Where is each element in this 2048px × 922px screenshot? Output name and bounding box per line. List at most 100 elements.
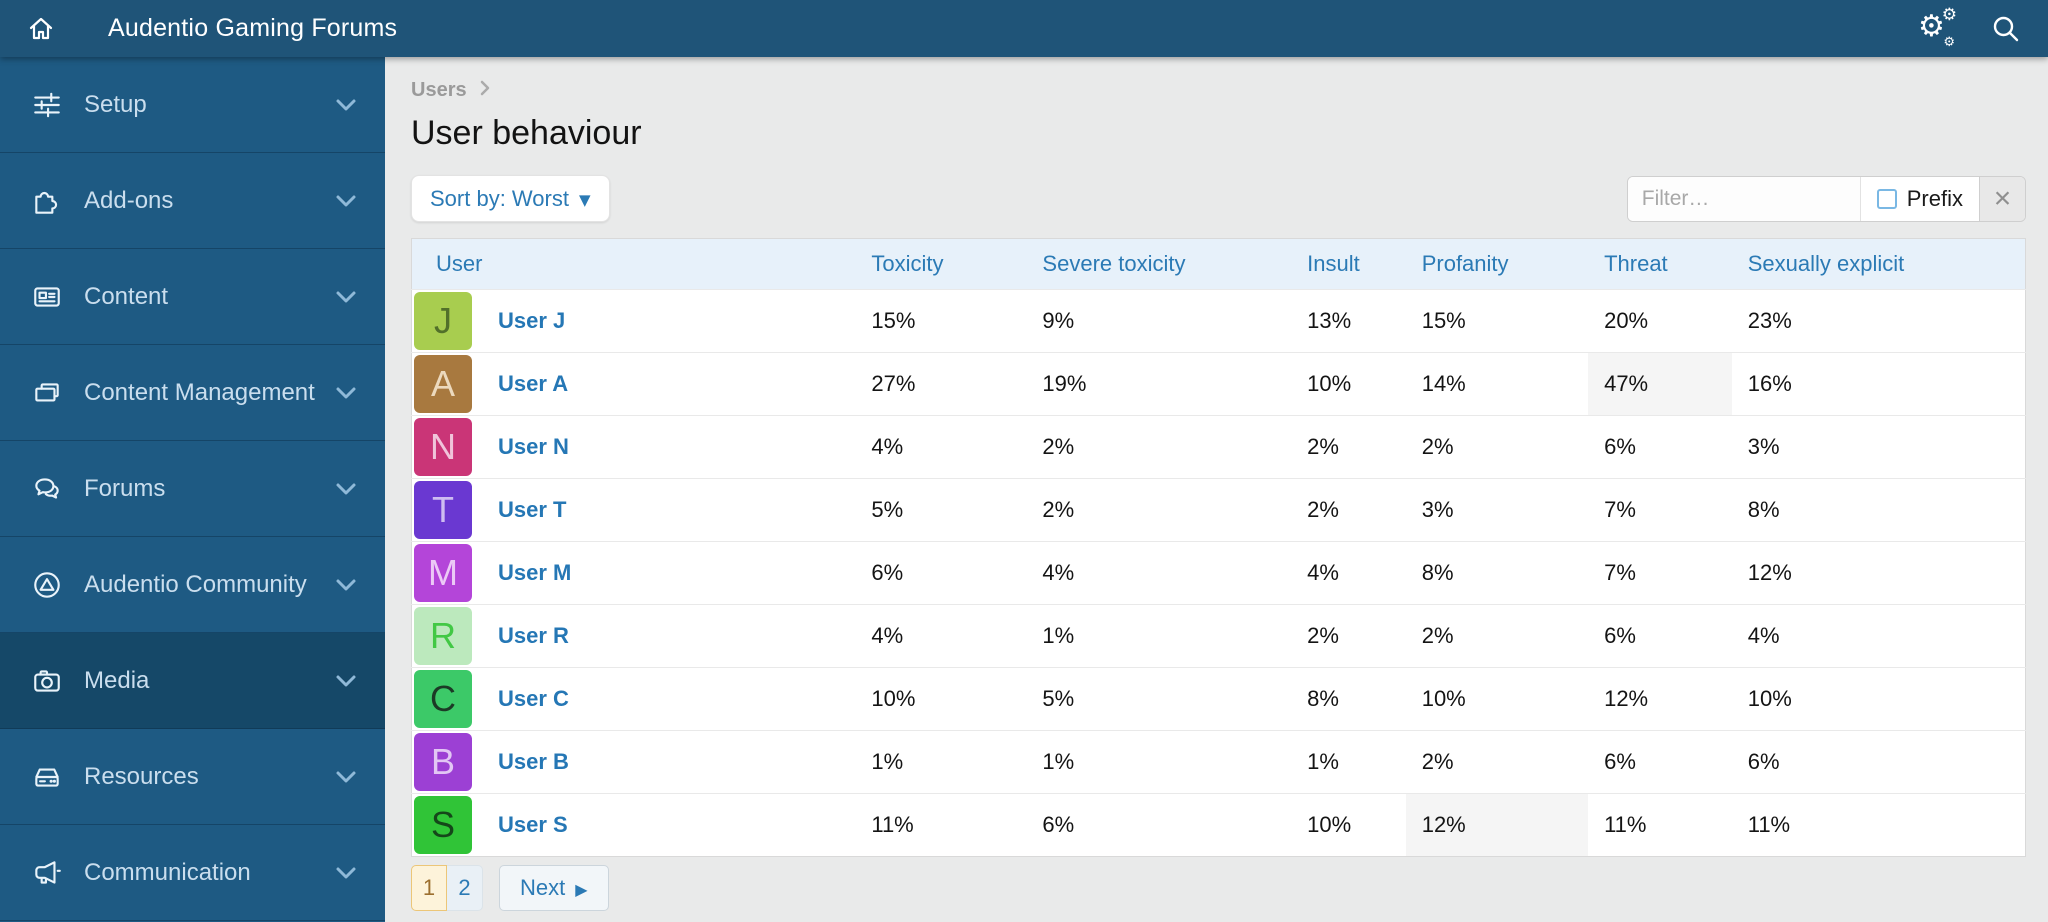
sidebar-item-content[interactable]: Content bbox=[0, 249, 385, 345]
sidebar-item-audentio-community[interactable]: Audentio Community bbox=[0, 537, 385, 633]
metric-cell: 11% bbox=[1604, 812, 1647, 837]
metric-cell: 12% bbox=[1747, 560, 1792, 585]
metric-cell: 4% bbox=[871, 434, 904, 459]
chevron-down-icon bbox=[335, 482, 357, 496]
search-icon[interactable] bbox=[1990, 13, 2022, 45]
filter-group: Prefix × bbox=[1626, 175, 2026, 222]
metric-cell: 10% bbox=[1307, 812, 1352, 837]
metric-cell: 8% bbox=[1307, 686, 1339, 711]
sidebar-item-media[interactable]: Media bbox=[0, 633, 385, 729]
filter-input[interactable] bbox=[1627, 176, 1860, 221]
chevron-down-icon bbox=[335, 194, 357, 208]
metric-cell: 1% bbox=[871, 749, 904, 774]
column-header-severe-toxicity: Severe toxicity bbox=[1026, 238, 1292, 290]
metric-cell: 4% bbox=[1307, 560, 1339, 585]
caret-down-icon: ▼ bbox=[578, 190, 591, 209]
user-link[interactable]: User A bbox=[498, 371, 569, 396]
user-avatar[interactable]: N bbox=[414, 418, 472, 476]
user-link[interactable]: User N bbox=[498, 434, 569, 459]
metric-cell: 6% bbox=[1604, 434, 1636, 459]
metric-cell: 6% bbox=[871, 560, 904, 585]
prefix-checkbox[interactable] bbox=[1876, 188, 1897, 209]
metric-cell: 12% bbox=[1604, 686, 1649, 711]
next-page-button[interactable]: Next ▶ bbox=[499, 865, 609, 911]
sidebar-item-resources[interactable]: Resources bbox=[0, 729, 385, 825]
metric-cell: 10% bbox=[1421, 686, 1466, 711]
megaphone-icon bbox=[30, 856, 70, 890]
column-header-toxicity: Toxicity bbox=[855, 238, 1027, 290]
metric-cell: 5% bbox=[1042, 686, 1075, 711]
page-button-2[interactable]: 2 bbox=[447, 865, 483, 911]
user-link[interactable]: User T bbox=[498, 497, 567, 522]
metric-cell: 2% bbox=[1421, 749, 1454, 774]
user-avatar[interactable]: R bbox=[414, 607, 472, 665]
metric-cell: 7% bbox=[1604, 560, 1636, 585]
page-button-1[interactable]: 1 bbox=[411, 865, 447, 911]
column-header-profanity: Profanity bbox=[1405, 238, 1589, 290]
user-link[interactable]: User S bbox=[498, 812, 568, 837]
sidebar-item-communication[interactable]: Communication bbox=[0, 825, 385, 921]
metric-cell: 12% bbox=[1405, 793, 1589, 857]
metric-cell: 6% bbox=[1747, 749, 1780, 774]
clear-filter-button[interactable]: × bbox=[1979, 176, 2025, 221]
metric-cell: 15% bbox=[1421, 308, 1466, 333]
table-row: B User B 1% 1% 1% 2% 6% 6% bbox=[411, 730, 2026, 794]
chevron-right-icon bbox=[479, 79, 491, 102]
table-row: C User C 10% 5% 8% 10% 12% 10% bbox=[411, 667, 2026, 731]
user-avatar[interactable]: A bbox=[414, 355, 472, 413]
user-avatar[interactable]: T bbox=[414, 481, 472, 539]
user-avatar[interactable]: M bbox=[414, 544, 472, 602]
camera-icon bbox=[30, 664, 70, 698]
metric-cell: 2% bbox=[1421, 434, 1454, 459]
user-link[interactable]: User C bbox=[498, 686, 569, 711]
user-link[interactable]: User M bbox=[498, 560, 572, 585]
chevron-down-icon bbox=[335, 290, 357, 304]
user-link[interactable]: User R bbox=[498, 623, 569, 648]
table-row: J User J 15% 9% 13% 15% 20% 23% bbox=[411, 289, 2026, 353]
user-avatar[interactable]: B bbox=[414, 733, 472, 791]
user-avatar[interactable]: J bbox=[414, 292, 472, 350]
metric-cell: 10% bbox=[1307, 371, 1352, 396]
newspaper-icon bbox=[30, 280, 70, 314]
user-avatar[interactable]: S bbox=[414, 796, 472, 854]
chevron-down-icon bbox=[335, 770, 357, 784]
metric-cell: 47% bbox=[1588, 352, 1732, 416]
triangle-circle-icon bbox=[30, 568, 70, 602]
sidebar-item-setup[interactable]: Setup bbox=[0, 57, 385, 153]
metric-cell: 4% bbox=[1042, 560, 1075, 585]
sidebar-item-forums[interactable]: Forums bbox=[0, 441, 385, 537]
sidebar-item-content-management[interactable]: Content Management bbox=[0, 345, 385, 441]
metric-cell: 27% bbox=[871, 371, 916, 396]
metric-cell: 2% bbox=[1042, 497, 1075, 522]
metric-cell: 4% bbox=[871, 623, 904, 648]
page-title: User behaviour bbox=[411, 114, 642, 152]
metric-cell: 19% bbox=[1042, 371, 1087, 396]
metric-cell: 15% bbox=[871, 308, 916, 333]
metric-cell: 1% bbox=[1042, 623, 1075, 648]
user-avatar[interactable]: C bbox=[414, 670, 472, 728]
puzzle-icon bbox=[30, 184, 70, 218]
metric-cell: 20% bbox=[1604, 308, 1649, 333]
metric-cell: 6% bbox=[1604, 623, 1636, 648]
user-link[interactable]: User B bbox=[498, 749, 569, 774]
table-row: M User M 6% 4% 4% 8% 7% 12% bbox=[411, 541, 2026, 605]
home-icon[interactable] bbox=[26, 14, 56, 44]
metric-cell: 1% bbox=[1307, 749, 1339, 774]
metric-cell: 7% bbox=[1604, 497, 1636, 522]
top-navbar: Audentio Gaming Forums ⚙ ⚙ ⚙ bbox=[0, 0, 2048, 57]
metric-cell: 23% bbox=[1747, 308, 1792, 333]
sidebar-item-add-ons[interactable]: Add-ons bbox=[0, 153, 385, 249]
metric-cell: 5% bbox=[871, 497, 904, 522]
chat-bubbles-icon bbox=[30, 472, 70, 506]
user-link[interactable]: User J bbox=[498, 308, 566, 333]
gears-icon[interactable]: ⚙ ⚙ ⚙ bbox=[1918, 4, 1957, 50]
main-content: Users User behaviour Sort by: Worst ▼ Pr… bbox=[385, 57, 2048, 922]
next-label: Next bbox=[520, 875, 566, 900]
column-header-sexually-explicit: Sexually explicit bbox=[1731, 238, 2026, 290]
sidebar: Setup Add-ons Content Content Management… bbox=[0, 57, 385, 922]
breadcrumb: Users bbox=[411, 79, 2026, 102]
sort-by-button[interactable]: Sort by: Worst ▼ bbox=[411, 175, 610, 222]
breadcrumb-users-link[interactable]: Users bbox=[411, 79, 467, 101]
metric-cell: 6% bbox=[1042, 812, 1075, 837]
